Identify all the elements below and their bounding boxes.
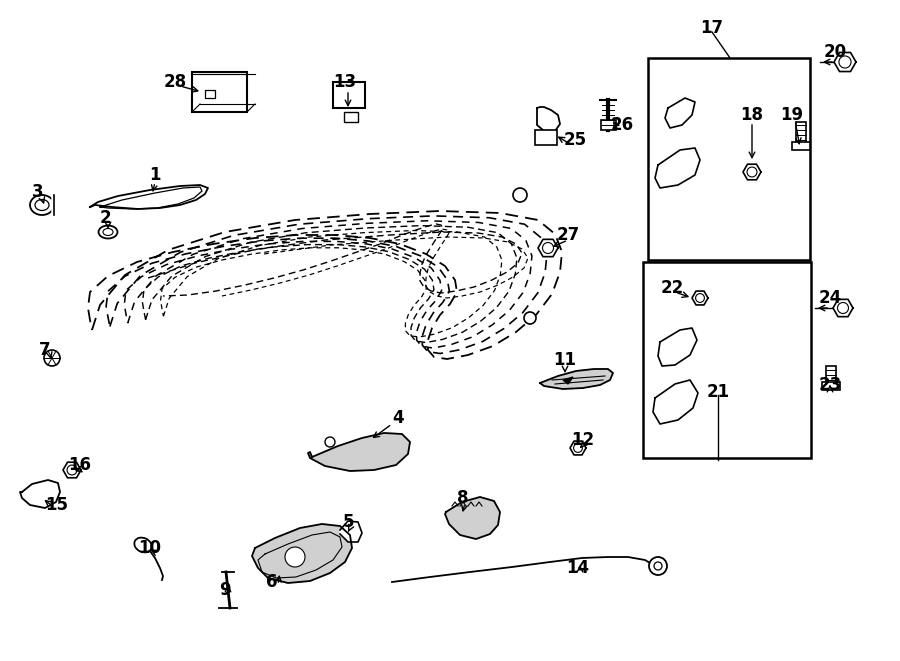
Bar [535, 130, 557, 145]
Circle shape [44, 350, 60, 366]
Circle shape [524, 312, 536, 324]
Polygon shape [563, 377, 573, 384]
Text: 9: 9 [220, 581, 230, 599]
Circle shape [285, 547, 305, 567]
Polygon shape [90, 185, 208, 209]
Polygon shape [653, 380, 698, 424]
Text: 8: 8 [457, 489, 469, 507]
Polygon shape [570, 441, 586, 455]
Circle shape [513, 188, 527, 202]
Text: 13: 13 [333, 73, 356, 91]
Polygon shape [665, 98, 695, 128]
Polygon shape [692, 291, 708, 305]
Text: 17: 17 [700, 19, 724, 37]
Ellipse shape [98, 225, 118, 239]
Text: 4: 4 [392, 409, 404, 427]
Bar [648, 58, 810, 260]
Text: 15: 15 [46, 496, 68, 514]
Text: 24: 24 [818, 289, 842, 307]
Text: 23: 23 [818, 376, 842, 394]
Polygon shape [834, 52, 856, 71]
Bar [333, 82, 365, 108]
Circle shape [325, 437, 335, 447]
Text: 19: 19 [780, 106, 804, 124]
Text: 5: 5 [342, 513, 354, 531]
Text: 25: 25 [563, 131, 587, 149]
Text: 16: 16 [68, 456, 92, 474]
Ellipse shape [30, 195, 54, 215]
Ellipse shape [35, 200, 49, 210]
Bar [792, 142, 810, 150]
Text: 21: 21 [706, 383, 730, 401]
Text: 27: 27 [556, 226, 580, 244]
Circle shape [649, 557, 667, 575]
Text: 14: 14 [566, 559, 590, 577]
Polygon shape [538, 239, 558, 256]
Text: 10: 10 [139, 539, 161, 557]
Polygon shape [537, 107, 560, 133]
Text: 18: 18 [741, 106, 763, 124]
Polygon shape [658, 328, 697, 366]
Bar [344, 112, 358, 122]
Bar [643, 262, 811, 458]
Bar [205, 90, 215, 98]
Polygon shape [445, 497, 500, 539]
Text: 3: 3 [32, 183, 44, 201]
Bar [192, 72, 247, 112]
Polygon shape [540, 369, 613, 389]
Text: 7: 7 [40, 341, 50, 359]
Polygon shape [655, 148, 700, 188]
Text: 2: 2 [99, 209, 111, 227]
Bar [796, 122, 806, 148]
Polygon shape [20, 480, 60, 508]
Text: 26: 26 [610, 116, 634, 134]
Text: 28: 28 [164, 73, 186, 91]
Polygon shape [308, 433, 410, 471]
Polygon shape [252, 524, 352, 583]
Text: 20: 20 [824, 43, 847, 61]
Text: 12: 12 [572, 431, 595, 449]
Ellipse shape [134, 537, 152, 553]
Polygon shape [833, 299, 853, 317]
Bar [822, 382, 840, 390]
Bar [601, 120, 616, 130]
Ellipse shape [103, 229, 113, 235]
Text: 6: 6 [266, 573, 278, 591]
Text: 22: 22 [661, 279, 684, 297]
Polygon shape [340, 521, 362, 542]
Polygon shape [743, 164, 761, 180]
Bar [826, 366, 836, 388]
Text: 11: 11 [554, 351, 577, 369]
Polygon shape [63, 462, 81, 478]
Text: 1: 1 [149, 166, 161, 184]
